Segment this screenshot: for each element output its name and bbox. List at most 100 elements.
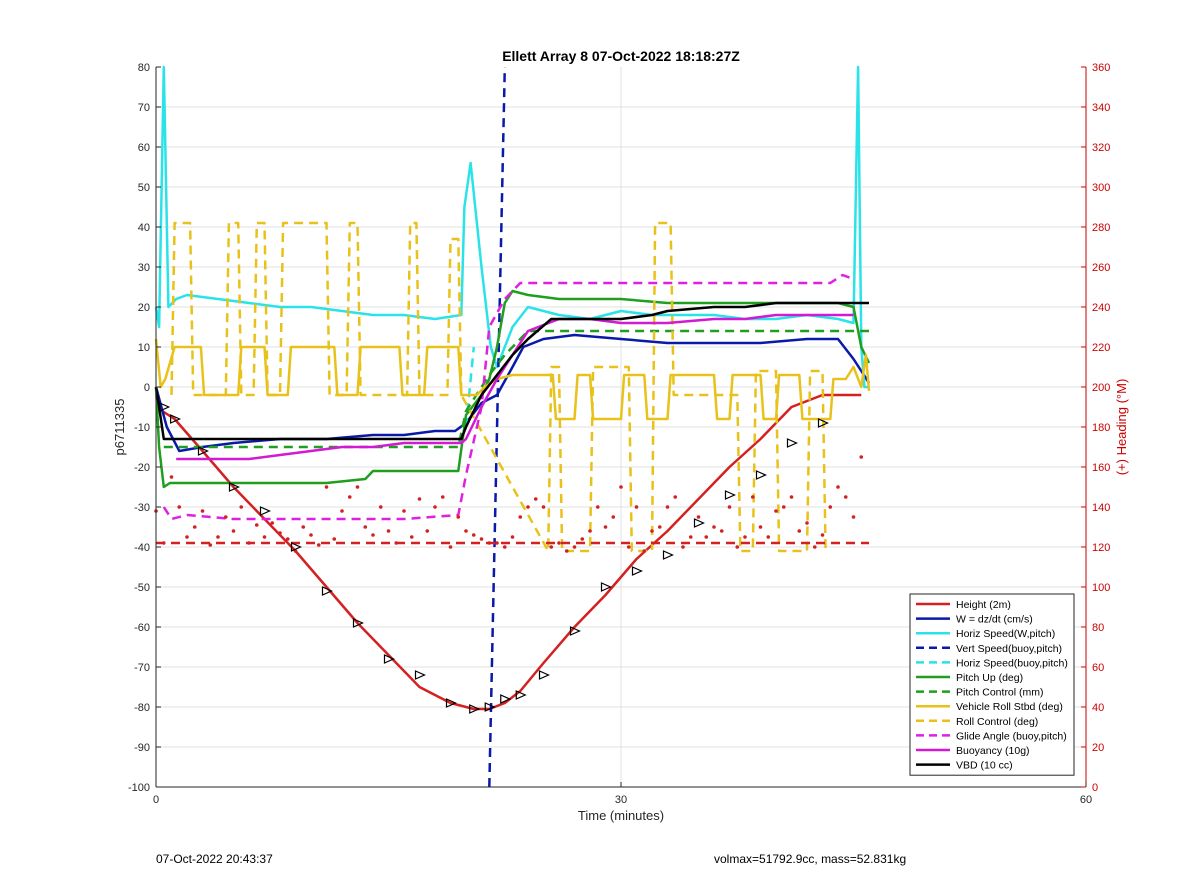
- height-marker: [662, 550, 674, 560]
- heading-point: [828, 505, 833, 509]
- heading-point: [239, 505, 244, 509]
- heading-point: [673, 495, 678, 499]
- heading-point: [495, 541, 499, 545]
- heading-point: [557, 541, 561, 545]
- height-marker: [414, 670, 426, 680]
- legend-label: Glide Angle (buoy,pitch): [956, 730, 1067, 742]
- x-axis-label: Time (minutes): [578, 808, 664, 823]
- height-marker: [259, 506, 271, 516]
- y-tick-label: 20: [138, 302, 150, 314]
- heading-point: [262, 535, 267, 539]
- legend-box: [909, 593, 1075, 776]
- series-vert-speed-buoy-pitch: [488, 66, 507, 788]
- heading-point: [727, 505, 732, 509]
- heading-point: [479, 537, 484, 541]
- y-tick-label: -80: [134, 702, 150, 714]
- axes: 80706050403020100-10-20-30-40-50-60-70-8…: [128, 62, 1110, 806]
- legend-label: Buoyancy (10g): [956, 745, 1030, 757]
- height-marker: [724, 490, 736, 500]
- y-tick-label: 50: [138, 182, 150, 194]
- heading-point: [549, 545, 554, 549]
- heading-point: [588, 529, 592, 533]
- heading-point: [177, 505, 182, 509]
- heading-point: [340, 509, 344, 513]
- footer-timestamp: 07-Oct-2022 20:43:37: [156, 852, 273, 866]
- heading-point: [696, 515, 701, 519]
- series-layer: [154, 65, 871, 788]
- heading-point: [712, 525, 716, 529]
- heading-point: [650, 529, 654, 533]
- heading-point: [402, 509, 406, 513]
- legend-label: Height (2m): [956, 599, 1011, 611]
- y2-tick-label: 360: [1092, 62, 1110, 74]
- legend-label: Pitch Up (deg): [956, 672, 1023, 684]
- heading-point: [580, 537, 585, 541]
- legend-label: Pitch Control (mm): [956, 687, 1044, 699]
- heading-point: [526, 505, 530, 509]
- heading-point: [766, 535, 771, 539]
- height-marker: [755, 470, 767, 480]
- series-horiz-speed-buoy-pitch: [464, 346, 476, 428]
- heading-point: [231, 529, 236, 533]
- height-marker: [500, 694, 512, 704]
- y-tick-label: 80: [138, 62, 150, 74]
- height-marker: [631, 566, 643, 576]
- y2-tick-label: 260: [1092, 262, 1110, 274]
- y-tick-label: -70: [134, 662, 150, 674]
- height-marker: [383, 654, 395, 664]
- heading-point: [719, 529, 724, 533]
- heading-point: [464, 529, 468, 533]
- heading-point: [619, 485, 623, 489]
- heading-point: [781, 505, 786, 509]
- y-tick-label: 30: [138, 262, 150, 274]
- heading-point: [758, 525, 763, 529]
- heading-point: [688, 535, 693, 539]
- y2-tick-label: 220: [1092, 342, 1110, 354]
- chart-title: Ellett Array 8 07-Oct-2022 18:18:27Z: [502, 48, 740, 64]
- heading-point: [471, 533, 476, 537]
- height-marker: [484, 702, 496, 712]
- heading-point: [789, 495, 794, 499]
- series-buoyancy-10g: [176, 313, 854, 461]
- y2-tick-label: 100: [1092, 582, 1110, 594]
- y2-tick-label: 160: [1092, 462, 1110, 474]
- y2-tick-label: 340: [1092, 102, 1110, 114]
- height-marker: [197, 446, 209, 456]
- y-tick-label: 10: [138, 342, 150, 354]
- heading-point: [378, 505, 383, 509]
- heading-point: [270, 521, 275, 525]
- heading-point: [223, 515, 228, 519]
- legend-label: Roll Control (deg): [956, 716, 1038, 728]
- y-tick-label: -40: [134, 542, 150, 554]
- legend-label: Vehicle Roll Stbd (deg): [956, 701, 1063, 713]
- grid: [156, 67, 1086, 787]
- height-marker: [445, 698, 457, 708]
- height-marker: [321, 586, 333, 596]
- y-tick-label: -100: [128, 782, 150, 794]
- x-tick-label: 30: [615, 794, 627, 806]
- legend-label: Horiz Speed(buoy,pitch): [956, 657, 1068, 669]
- height-marker: [693, 518, 705, 528]
- heading-point: [200, 509, 205, 513]
- heading-point: [456, 515, 461, 519]
- y2-tick-label: 200: [1092, 382, 1110, 394]
- y2-tick-label: 140: [1092, 502, 1110, 514]
- footer-mass-info: volmax=51792.9cc, mass=52.831kg: [714, 852, 907, 866]
- heading-point: [812, 545, 817, 549]
- y2-tick-label: 40: [1092, 702, 1104, 714]
- series-roll-control-deg: [170, 221, 827, 553]
- heading-point: [301, 525, 306, 529]
- heading-point: [309, 533, 313, 537]
- y2-tick-label: 180: [1092, 422, 1110, 434]
- heading-point: [735, 545, 740, 549]
- heading-point: [169, 475, 174, 479]
- chart: 80706050403020100-10-20-30-40-50-60-70-8…: [112, 48, 1129, 823]
- heading-point: [316, 543, 321, 547]
- height-marker: [170, 414, 182, 424]
- heading-point: [216, 535, 220, 539]
- y2-tick-label: 240: [1092, 302, 1110, 314]
- legend-label: W = dz/dt (cm/s): [956, 614, 1033, 626]
- series-height-2m: [155, 393, 862, 711]
- legend-label: Horiz Speed(W,pitch): [956, 628, 1055, 640]
- y-tick-label: 0: [144, 382, 150, 394]
